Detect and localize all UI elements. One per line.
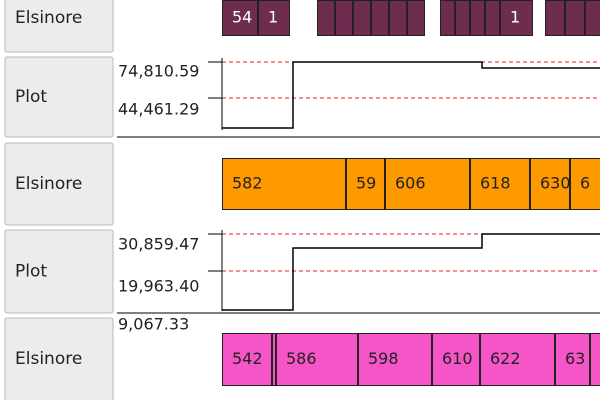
state-block: 622	[480, 333, 555, 386]
block-label: 618	[480, 174, 511, 193]
state-block	[335, 0, 353, 36]
step-line	[222, 233, 600, 311]
track-header	[4, 0, 114, 53]
block-label: 1	[510, 8, 520, 27]
block-label: 582	[232, 174, 263, 193]
block-fill	[500, 0, 533, 36]
plot-1	[117, 58, 600, 138]
block-fill	[485, 0, 500, 36]
block-fill	[272, 333, 276, 386]
block-fill	[470, 0, 485, 36]
block-fill	[276, 333, 358, 386]
block-fill	[317, 0, 335, 36]
block-fill	[530, 158, 570, 210]
block-fill	[565, 0, 585, 36]
axis-value: 30,859.47	[118, 235, 199, 254]
block-label: 1	[268, 8, 278, 27]
block-fill	[385, 158, 470, 210]
block-fill	[432, 333, 480, 386]
state-block	[317, 0, 335, 36]
state-block: 6	[570, 158, 600, 210]
axis-value: 19,963.40	[118, 277, 199, 296]
state-block: 542	[222, 333, 272, 386]
block-label: 59	[356, 174, 376, 193]
block-fill	[353, 0, 371, 36]
state-block	[272, 333, 276, 386]
state-block: 1	[258, 0, 290, 36]
state-block	[565, 0, 585, 36]
state-block	[470, 0, 485, 36]
state-block	[545, 0, 565, 36]
track-header	[4, 56, 114, 138]
state-block: 54	[222, 0, 258, 36]
state-block	[407, 0, 425, 36]
block-fill	[440, 0, 455, 36]
state-block	[371, 0, 389, 36]
block-fill	[555, 333, 590, 386]
track-label: Plot	[15, 262, 47, 282]
state-block: 586	[276, 333, 358, 386]
state-block: 610	[432, 333, 480, 386]
block-fill	[585, 0, 600, 36]
axis-value: 74,810.59	[118, 62, 199, 81]
block-fill	[455, 0, 470, 36]
block-label: 622	[490, 349, 521, 368]
state-block: 630	[530, 158, 571, 210]
block-fill	[480, 333, 555, 386]
block-fill	[470, 158, 530, 210]
track-label: Elsinore	[15, 349, 82, 369]
block-label: 630	[540, 174, 571, 193]
state-block: 618	[470, 158, 530, 210]
block-fill	[407, 0, 425, 36]
axis-value: 9,067.33	[118, 315, 189, 334]
block-fill	[335, 0, 353, 36]
block-fill	[545, 0, 565, 36]
state-block	[440, 0, 455, 36]
state-block	[590, 333, 600, 386]
block-label: 63	[565, 349, 585, 368]
block-label: 586	[286, 349, 317, 368]
plot-2	[117, 230, 600, 314]
state-block: 598	[358, 333, 432, 386]
axis-value: 44,461.29	[118, 100, 199, 119]
block-label: 606	[395, 174, 426, 193]
block-fill	[570, 158, 600, 210]
track-label: Elsinore	[15, 8, 82, 28]
state-block	[389, 0, 407, 36]
state-block: 63	[555, 333, 590, 386]
track-header	[4, 142, 114, 226]
state-block	[485, 0, 500, 36]
state-block	[585, 0, 600, 36]
step-line	[222, 61, 600, 129]
block-fill	[222, 0, 258, 36]
track-label: Plot	[15, 87, 47, 107]
state-block: 59	[346, 158, 385, 210]
track-label: Elsinore	[15, 174, 82, 194]
block-fill	[389, 0, 407, 36]
state-block: 606	[385, 158, 470, 210]
state-block: 1	[500, 0, 533, 36]
block-fill	[358, 333, 432, 386]
block-fill	[590, 333, 600, 386]
block-label: 54	[232, 8, 252, 27]
state-block: 582	[222, 158, 346, 210]
block-fill	[222, 158, 346, 210]
block-label: 6	[580, 174, 590, 193]
block-label: 542	[232, 349, 263, 368]
state-block	[353, 0, 371, 36]
state-block	[455, 0, 470, 36]
block-fill	[346, 158, 385, 210]
block-fill	[222, 333, 272, 386]
block-label: 610	[442, 349, 473, 368]
track-header	[4, 229, 114, 314]
block-fill	[258, 0, 290, 36]
block-label: 598	[368, 349, 399, 368]
block-fill	[371, 0, 389, 36]
track-header	[4, 317, 114, 400]
